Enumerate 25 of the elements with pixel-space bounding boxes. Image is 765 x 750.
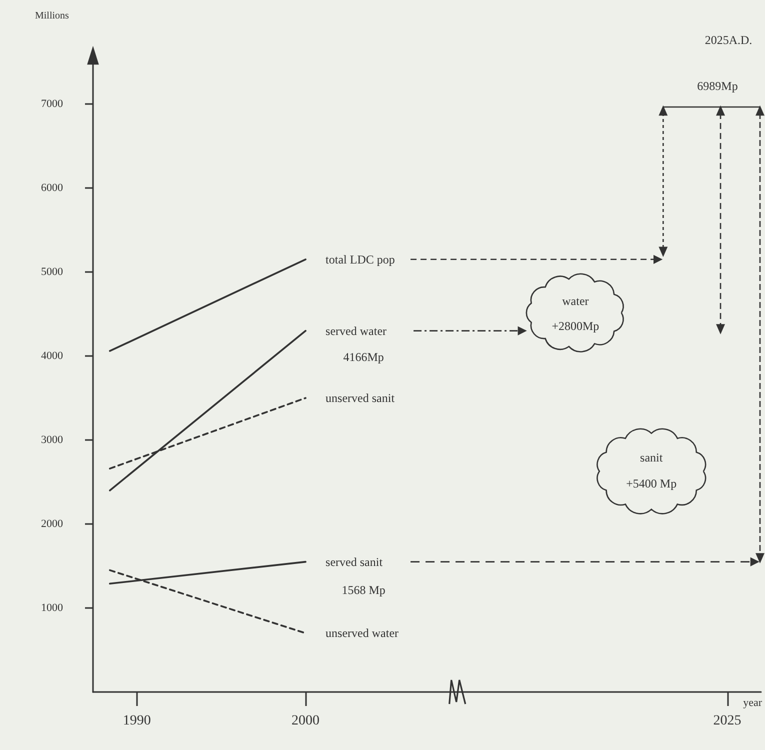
series-label: served sanit <box>326 554 384 569</box>
annotation: 4166Mp <box>343 350 384 364</box>
x-tick-label: 1990 <box>122 714 151 728</box>
series-label: total LDC pop <box>326 252 395 266</box>
annotation: water <box>562 294 589 308</box>
text: 2025A.D. <box>704 33 752 47</box>
y-tick-label: 1000 <box>41 602 64 614</box>
annotation: +2800Mp <box>552 318 600 333</box>
y-tick-label: 3000 <box>41 434 64 446</box>
series-label: served water <box>326 324 387 338</box>
x-tick-label: 2000 <box>292 714 320 728</box>
annotation: 1568 Mp <box>342 582 386 597</box>
y-tick-label: 7000 <box>41 98 64 110</box>
x-axis-title: year <box>743 697 762 709</box>
y-tick-label: 6000 <box>41 182 64 194</box>
y-tick-label: 4000 <box>41 350 64 362</box>
series-label: unserved water <box>326 626 399 640</box>
y-axis-title: Millions <box>35 10 70 22</box>
series-label: unserved sanit <box>326 391 396 405</box>
x-tick-label: 2025 <box>713 714 742 728</box>
y-tick-label: 2000 <box>41 518 64 530</box>
annotation: 6989Mp <box>697 79 738 93</box>
annotation: sanit <box>640 450 664 464</box>
y-tick-label: 5000 <box>41 266 64 278</box>
annotation: +5400 Mp <box>626 476 677 490</box>
